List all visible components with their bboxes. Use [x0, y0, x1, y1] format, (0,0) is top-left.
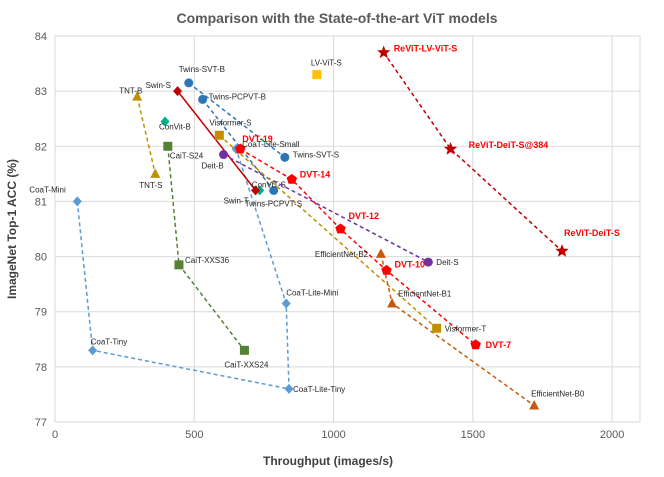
point-label: CoaT-Mini [29, 185, 66, 194]
series-markers [72, 45, 569, 410]
point-labels: TNT-B TNT-S CaiT-S24 CaiT-XXS36 CaiT-XXS24 Co… [29, 44, 620, 399]
data-point [198, 94, 208, 104]
x-tick-label: 0 [52, 429, 58, 441]
point-label: TNT-B [119, 87, 142, 96]
series-line [136, 96, 157, 175]
data-point [239, 345, 249, 355]
series-line [202, 98, 275, 191]
data-point [529, 399, 540, 410]
point-label: CoaT-Lite-Tiny [293, 385, 345, 394]
y-tick-label: 81 [35, 196, 47, 208]
data-point [284, 383, 294, 394]
point-label: DVT-12 [349, 211, 380, 221]
y-tick-label: 83 [35, 86, 47, 98]
point-label: ReViT-DeiT-S [564, 228, 620, 238]
y-tick-label: 80 [35, 252, 47, 264]
data-point [555, 244, 569, 257]
data-point [72, 196, 82, 207]
data-point [377, 45, 391, 59]
point-label: CoaT-Tiny [91, 337, 128, 346]
series-line [76, 148, 290, 390]
point-label: Swin-T [224, 196, 249, 205]
data-point [132, 91, 143, 101]
point-label: EfficientNet-B0 [531, 390, 585, 399]
data-point [280, 152, 290, 162]
data-point [443, 142, 458, 155]
point-label: DVT-14 [300, 169, 331, 179]
data-point [160, 116, 170, 127]
point-label: CoaT-Lite-Mini [286, 288, 338, 297]
data-point [174, 260, 184, 270]
data-point [286, 173, 297, 184]
point-label: ReViT-LV-ViT-S [394, 44, 458, 54]
series-line [177, 90, 257, 191]
x-axis-title: Throughput (images/s) [263, 454, 393, 468]
point-label: Twins-PCPVT-B [209, 92, 266, 101]
point-label: ConViT-S [252, 180, 286, 189]
data-point [219, 150, 229, 160]
series-line [383, 52, 563, 252]
point-label: Swin-S [146, 81, 171, 90]
point-label: ReViT-DeiT-S@384 [469, 140, 549, 150]
point-label: DVT-19 [242, 134, 273, 144]
point-label: Visformer-S [209, 118, 251, 127]
data-point [335, 223, 346, 234]
y-tick-label: 77 [35, 417, 47, 429]
data-point [163, 141, 173, 151]
grid [54, 35, 641, 423]
data-point [432, 323, 442, 333]
point-label: ConVit-B [159, 123, 191, 132]
point-label: CoaT-Lite-Small [242, 140, 300, 149]
point-label: EfficientNet-B2 [315, 250, 369, 259]
x-tick-label: 2000 [600, 429, 624, 441]
point-label: Twins-SVT-S [293, 150, 339, 159]
y-tick-label: 84 [35, 31, 47, 43]
y-tick-label: 78 [35, 362, 47, 374]
series-line [223, 153, 429, 263]
point-label: DVT-7 [486, 340, 512, 350]
data-point [184, 78, 194, 88]
data-point [387, 297, 398, 308]
x-tick-label: 1500 [461, 429, 485, 441]
y-tick-label: 82 [35, 141, 47, 153]
data-point [381, 264, 392, 275]
axes: 77 78 79 80 81 82 83 84 0 500 1000 1500 2000 [35, 31, 625, 441]
data-point [173, 86, 183, 97]
point-label: DVT-10 [395, 259, 426, 269]
point-label: Deit-S [436, 258, 458, 267]
point-label: Deit-B [202, 162, 224, 171]
data-point [235, 143, 246, 154]
y-axis-title: ImageNet Top-1 ACC (%) [5, 159, 19, 299]
data-point [470, 339, 481, 350]
point-label: TNT-S [139, 181, 162, 190]
data-point [214, 130, 224, 140]
chart-title: Comparison with the State-of-the-art ViT… [177, 10, 498, 26]
series-line [188, 82, 286, 158]
data-point [281, 298, 291, 309]
point-label: EfficientNet-B1 [398, 289, 452, 298]
y-tick-label: 79 [35, 307, 47, 319]
x-tick-label: 500 [185, 429, 203, 441]
data-point [269, 185, 279, 195]
point-label: CaiT-XXS24 [224, 360, 269, 369]
point-label: CaiT-S24 [170, 151, 204, 160]
data-point [88, 345, 98, 356]
point-label: Visformer-T [445, 324, 487, 333]
data-point [375, 248, 386, 258]
point-label: CaiT-XXS36 [185, 256, 230, 265]
data-point [312, 70, 322, 80]
data-point [150, 168, 161, 178]
plot-frame [54, 35, 641, 423]
point-label: LV-ViT-S [311, 59, 342, 68]
point-label: Twins-PCPVT-S [245, 199, 302, 208]
data-point [423, 257, 433, 267]
x-tick-label: 1000 [321, 429, 345, 441]
data-point [251, 185, 261, 196]
point-label: Twins-SVT-B [179, 65, 225, 74]
